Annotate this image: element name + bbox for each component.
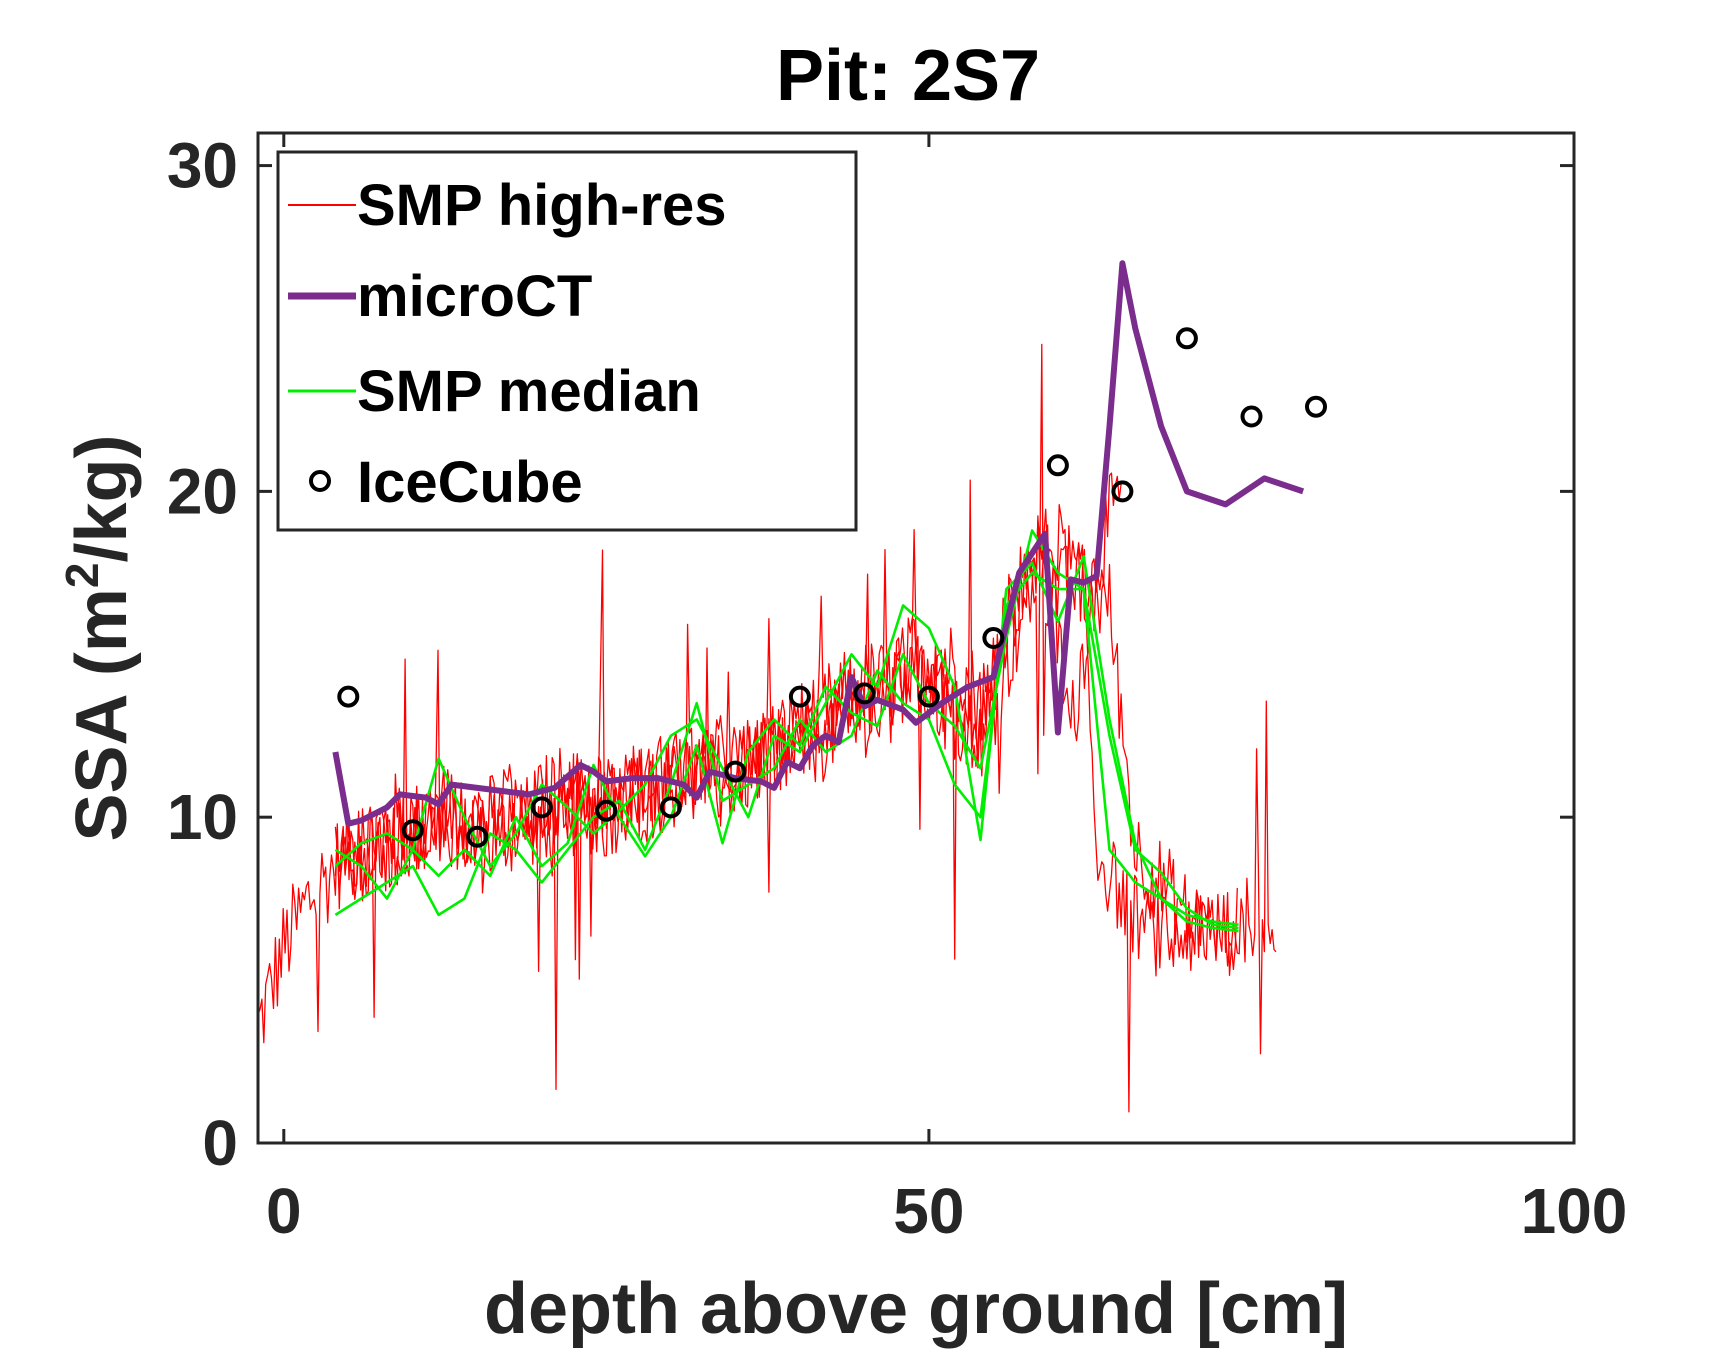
x-tick-label: 100 [1521,1175,1628,1247]
x-tick-label: 50 [893,1175,964,1247]
axis-ticks: 0 50 100 0 10 20 30 [167,130,1628,1247]
smp-median-line-3 [334,529,1239,930]
y-tick-label: 0 [202,1107,238,1179]
icecube-point [401,819,424,842]
icecube-point [659,796,682,819]
y-tick-label: 20 [167,455,238,527]
icecube-point [466,825,489,848]
legend-label-smp-median: SMP median [357,359,701,424]
x-tick-label: 0 [266,1175,302,1247]
legend-label-icecube: IceCube [357,450,583,515]
icecube-point [595,799,618,822]
plot-area-frame [256,131,1576,1145]
plot-series [258,260,1327,1113]
icecube-point [917,685,940,708]
icecube-point [1046,454,1069,477]
y-tick-label: 30 [167,130,238,202]
icecube-point [1111,480,1134,503]
y-axis-label-pre: SSA (m [62,588,142,841]
icecube-point [337,685,360,708]
legend: SMP high-res microCT SMP median IceCube [276,150,858,532]
icecube-point [982,627,1005,649]
microct-line [332,260,1305,827]
smp-high-res-line-3 [334,504,1277,1113]
y-axis-label-post: /kg) [62,435,142,563]
y-tick-label: 10 [167,781,238,853]
legend-box [276,150,858,532]
icecube-point [853,682,876,705]
icecube-point [530,796,553,819]
icecube-point [1240,405,1263,428]
icecube-point [788,685,811,708]
icecube-point [724,760,747,783]
x-axis-label: depth above ground [cm] [484,1269,1348,1349]
legend-label-microct: microCT [357,264,592,329]
icecube-point [1175,327,1198,350]
legend-swatch-icecube [309,470,331,492]
y-axis-label: SSA (m2/kg) [56,435,142,842]
legend-label-smp-high-res: SMP high-res [357,173,727,238]
icecube-point [1305,395,1327,418]
chart-title: Pit: 2S7 [776,36,1040,116]
smp-median-line-2 [334,555,1239,933]
y-axis-label-sup: 2 [56,563,108,589]
